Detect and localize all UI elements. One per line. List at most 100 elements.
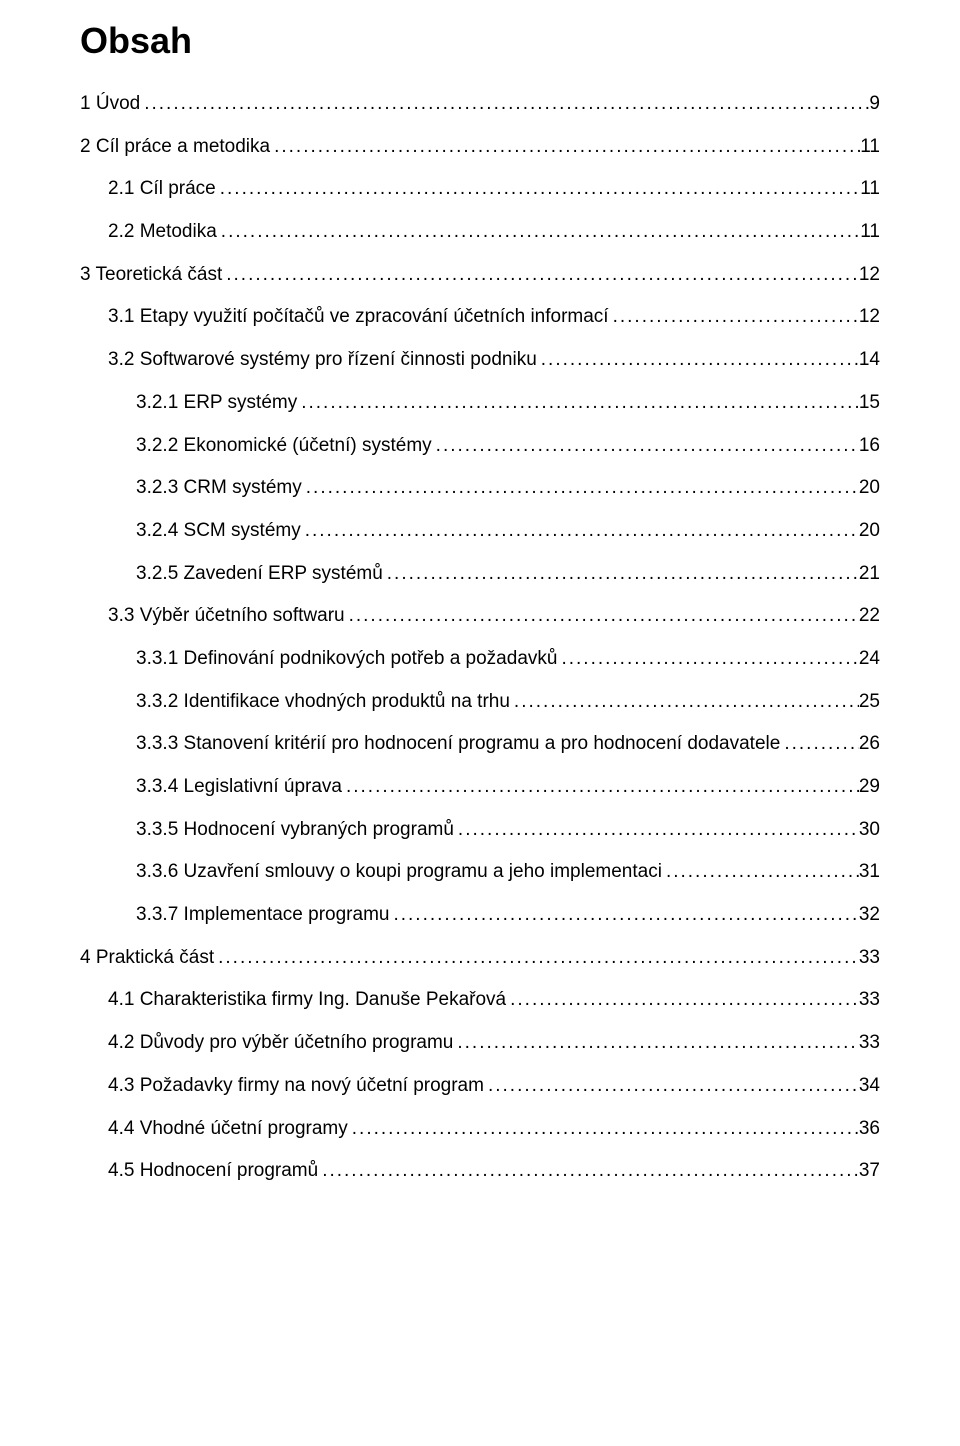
toc-entry-label: 4 Praktická část xyxy=(80,946,214,971)
toc-entry-label: 3.1 Etapy využití počítačů ve zpracování… xyxy=(108,305,609,330)
toc-entry: 3.2.2 Ekonomické (účetní) systémy 16 xyxy=(136,434,880,459)
toc-entry-label: 3.2.5 Zavedení ERP systémů xyxy=(136,562,383,587)
toc-entry-label: 3.2.4 SCM systémy xyxy=(136,519,301,544)
toc-entry: 3.2.1 ERP systémy 15 xyxy=(136,391,880,416)
toc-entry-page: 11 xyxy=(860,220,880,245)
document-page: Obsah 1 Úvod92 Cíl práce a metodika112.1… xyxy=(0,0,960,1446)
toc-entry-label: 3.2 Softwarové systémy pro řízení činnos… xyxy=(108,348,537,373)
toc-entry: 2.1 Cíl práce 11 xyxy=(108,177,880,202)
toc-entry-page: 33 xyxy=(859,1031,880,1056)
toc-entry-label: 2 Cíl práce a metodika xyxy=(80,135,270,160)
toc-entry: 1 Úvod 9 xyxy=(80,92,880,117)
toc-leader-dots xyxy=(270,135,860,160)
toc-entry-label: 2.1 Cíl práce xyxy=(108,177,216,202)
toc-entry: 4.1 Charakteristika firmy Ing. Danuše Pe… xyxy=(108,988,880,1013)
toc-leader-dots xyxy=(389,903,858,928)
toc-entry-label: 3.2.3 CRM systémy xyxy=(136,476,302,501)
toc-leader-dots xyxy=(214,946,859,971)
toc-entry-page: 31 xyxy=(859,860,880,885)
toc-entry-label: 2.2 Metodika xyxy=(108,220,217,245)
toc-entry-label: 3.3.7 Implementace programu xyxy=(136,903,389,928)
toc-entry-page: 30 xyxy=(859,818,880,843)
toc-entry: 3.1 Etapy využití počítačů ve zpracování… xyxy=(108,305,880,330)
toc-entry-page: 12 xyxy=(859,305,880,330)
toc-leader-dots xyxy=(297,391,859,416)
toc-entry: 3.2.3 CRM systémy 20 xyxy=(136,476,880,501)
toc-leader-dots xyxy=(453,1031,859,1056)
toc-leader-dots xyxy=(780,732,859,757)
toc-entry-page: 12 xyxy=(859,263,880,288)
table-of-contents: 1 Úvod92 Cíl práce a metodika112.1 Cíl p… xyxy=(80,92,880,1184)
toc-leader-dots xyxy=(140,92,869,117)
toc-entry-page: 9 xyxy=(869,92,880,117)
toc-entry-label: 4.3 Požadavky firmy na nový účetní progr… xyxy=(108,1074,484,1099)
page-title: Obsah xyxy=(80,20,880,62)
toc-entry-label: 3.3.6 Uzavření smlouvy o koupi programu … xyxy=(136,860,662,885)
toc-entry: 2.2 Metodika 11 xyxy=(108,220,880,245)
toc-leader-dots xyxy=(537,348,859,373)
toc-leader-dots xyxy=(506,988,859,1013)
toc-entry-label: 1 Úvod xyxy=(80,92,140,117)
toc-leader-dots xyxy=(348,1117,859,1142)
toc-entry: 3.3.1 Definování podnikových potřeb a po… xyxy=(136,647,880,672)
toc-entry: 3.2.4 SCM systémy 20 xyxy=(136,519,880,544)
toc-entry: 4 Praktická část 33 xyxy=(80,946,880,971)
toc-entry: 3.3.5 Hodnocení vybraných programů 30 xyxy=(136,818,880,843)
toc-entry-label: 3.3.2 Identifikace vhodných produktů na … xyxy=(136,690,510,715)
toc-entry-label: 3.3.1 Definování podnikových potřeb a po… xyxy=(136,647,557,672)
toc-leader-dots xyxy=(510,690,859,715)
toc-leader-dots xyxy=(432,434,859,459)
toc-entry-page: 15 xyxy=(859,391,880,416)
toc-entry: 3.2.5 Zavedení ERP systémů 21 xyxy=(136,562,880,587)
toc-leader-dots xyxy=(557,647,858,672)
toc-leader-dots xyxy=(301,519,859,544)
toc-leader-dots xyxy=(302,476,859,501)
toc-entry-page: 21 xyxy=(859,562,880,587)
toc-entry-page: 11 xyxy=(860,177,880,202)
toc-entry: 4.5 Hodnocení programů 37 xyxy=(108,1159,880,1184)
toc-entry-page: 20 xyxy=(859,519,880,544)
toc-leader-dots xyxy=(454,818,859,843)
toc-leader-dots xyxy=(318,1159,859,1184)
toc-entry-page: 22 xyxy=(859,604,880,629)
toc-entry-label: 3.3 Výběr účetního softwaru xyxy=(108,604,345,629)
toc-entry-page: 33 xyxy=(859,988,880,1013)
toc-entry: 3.3.7 Implementace programu 32 xyxy=(136,903,880,928)
toc-entry-label: 3.3.5 Hodnocení vybraných programů xyxy=(136,818,454,843)
toc-entry-page: 16 xyxy=(859,434,880,459)
toc-entry: 4.3 Požadavky firmy na nový účetní progr… xyxy=(108,1074,880,1099)
toc-entry: 3.3.2 Identifikace vhodných produktů na … xyxy=(136,690,880,715)
toc-entry-label: 4.1 Charakteristika firmy Ing. Danuše Pe… xyxy=(108,988,506,1013)
toc-entry-label: 4.2 Důvody pro výběr účetního programu xyxy=(108,1031,453,1056)
toc-entry: 4.4 Vhodné účetní programy 36 xyxy=(108,1117,880,1142)
toc-entry-label: 3.2.2 Ekonomické (účetní) systémy xyxy=(136,434,432,459)
toc-entry-page: 37 xyxy=(859,1159,880,1184)
toc-leader-dots xyxy=(222,263,859,288)
toc-entry-label: 3.2.1 ERP systémy xyxy=(136,391,297,416)
toc-entry: 4.2 Důvody pro výběr účetního programu 33 xyxy=(108,1031,880,1056)
toc-entry: 3.3.3 Stanovení kritérií pro hodnocení p… xyxy=(136,732,880,757)
toc-entry-page: 20 xyxy=(859,476,880,501)
toc-leader-dots xyxy=(484,1074,859,1099)
toc-leader-dots xyxy=(383,562,859,587)
toc-entry-page: 33 xyxy=(859,946,880,971)
toc-leader-dots xyxy=(662,860,859,885)
toc-entry-label: 3 Teoretická část xyxy=(80,263,222,288)
toc-leader-dots xyxy=(217,220,860,245)
toc-entry-page: 34 xyxy=(859,1074,880,1099)
toc-entry-page: 14 xyxy=(859,348,880,373)
toc-entry-label: 3.3.3 Stanovení kritérií pro hodnocení p… xyxy=(136,732,780,757)
toc-entry-page: 24 xyxy=(859,647,880,672)
toc-leader-dots xyxy=(345,604,859,629)
toc-entry-page: 36 xyxy=(859,1117,880,1142)
toc-entry-page: 11 xyxy=(860,135,880,160)
toc-entry-label: 4.5 Hodnocení programů xyxy=(108,1159,318,1184)
toc-entry-page: 29 xyxy=(859,775,880,800)
toc-entry-label: 4.4 Vhodné účetní programy xyxy=(108,1117,348,1142)
toc-leader-dots xyxy=(609,305,859,330)
toc-entry: 2 Cíl práce a metodika 11 xyxy=(80,135,880,160)
toc-entry-page: 26 xyxy=(859,732,880,757)
toc-leader-dots xyxy=(216,177,861,202)
toc-leader-dots xyxy=(342,775,859,800)
toc-entry-page: 32 xyxy=(859,903,880,928)
